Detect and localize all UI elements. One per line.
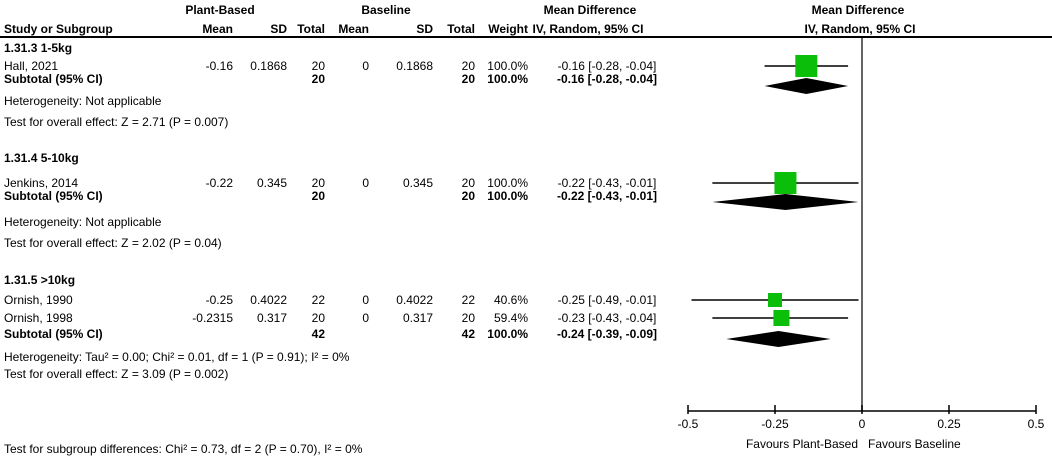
effect-square <box>773 310 790 326</box>
axis-tick-label: 0.5 <box>1027 417 1045 431</box>
subtotal-ci-text: -0.24 [-0.39, -0.09] <box>556 327 658 341</box>
effect-header-line1: Mean Difference <box>543 3 637 17</box>
subtotal-total-baseline: 20 <box>461 189 475 203</box>
header-underline <box>0 36 1052 38</box>
heterogeneity-text: Heterogeneity: Tau² = 0.00; Chi² = 0.01,… <box>4 350 350 364</box>
study-name: Hall, 2021 <box>4 59 59 73</box>
overall-effect-text: Test for overall effect: Z = 3.09 (P = 0… <box>4 367 229 381</box>
study-total-baseline: 20 <box>461 311 475 325</box>
overall-effect-text: Test for overall effect: Z = 2.71 (P = 0… <box>4 115 229 129</box>
subgroup-difference-test: Test for subgroup differences: Chi² = 0.… <box>4 442 363 456</box>
study-total-plant: 20 <box>311 311 325 325</box>
study-total-plant: 20 <box>311 176 325 190</box>
subtotal-total-baseline: 42 <box>461 327 475 341</box>
study-mean-plant: -0.22 <box>205 176 233 190</box>
subtotal-total-plant: 42 <box>311 327 325 341</box>
study-sd-baseline: 0.345 <box>402 176 433 190</box>
study-mean-baseline: 0 <box>362 311 369 325</box>
subtotal-weight: 100.0% <box>487 189 528 203</box>
subtotal-total-plant: 20 <box>311 189 325 203</box>
col-header-weight: Weight <box>488 22 528 36</box>
subgroup-label: 1.31.3 1-5kg <box>4 41 73 55</box>
study-sd-plant: 0.1868 <box>250 59 287 73</box>
study-ci-text: -0.16 [-0.28, -0.04] <box>557 59 657 73</box>
subtotal-ci-text: -0.22 [-0.43, -0.01] <box>556 189 658 203</box>
study-sd-baseline: 0.317 <box>402 311 433 325</box>
plant-based-group-header: Plant-Based <box>185 3 255 17</box>
plot-header-line2: IV, Random, 95% CI <box>804 22 916 36</box>
study-weight: 100.0% <box>487 176 528 190</box>
baseline-group-header: Baseline <box>361 3 411 17</box>
study-total-baseline: 20 <box>461 176 475 190</box>
study-mean-plant: -0.16 <box>205 59 233 73</box>
col-header-mean-plant: Mean <box>202 22 233 36</box>
study-sd-plant: 0.345 <box>256 176 287 190</box>
effect-square <box>795 55 818 77</box>
study-sd-baseline: 0.4022 <box>396 293 433 307</box>
study-mean-plant: -0.25 <box>205 293 233 307</box>
col-header-sd-baseline: SD <box>416 22 433 36</box>
axis-tick-label: -0.25 <box>761 417 789 431</box>
study-ci-text: -0.22 [-0.43, -0.01] <box>557 176 657 190</box>
subtotal-ci-text: -0.16 [-0.28, -0.04] <box>556 72 658 86</box>
favours-left-label: Favours Plant-Based <box>745 437 858 451</box>
study-weight: 100.0% <box>487 59 528 73</box>
subgroup-label: 1.31.4 5-10kg <box>4 151 79 165</box>
effect-square <box>768 293 782 307</box>
study-mean-baseline: 0 <box>362 293 369 307</box>
effect-header-line2: IV, Random, 95% CI <box>532 22 644 36</box>
col-header-total-plant: Total <box>297 22 325 36</box>
axis-tick-label: -0.5 <box>677 417 699 431</box>
col-header-mean-baseline: Mean <box>338 22 369 36</box>
study-sd-plant: 0.317 <box>256 311 287 325</box>
subtotal-label: Subtotal (95% CI) <box>4 327 103 341</box>
plot-header-line1: Mean Difference <box>811 3 905 17</box>
study-mean-baseline: 0 <box>362 176 369 190</box>
study-sd-plant: 0.4022 <box>250 293 287 307</box>
col-header-study: Study or Subgroup <box>4 22 113 36</box>
axis-tick-label: 0 <box>858 417 866 431</box>
study-ci-text: -0.25 [-0.49, -0.01] <box>557 293 657 307</box>
subtotal-total-baseline: 20 <box>461 72 475 86</box>
col-header-sd-plant: SD <box>270 22 287 36</box>
study-total-plant: 22 <box>311 293 325 307</box>
study-weight: 59.4% <box>493 311 528 325</box>
col-header-total-baseline: Total <box>447 22 475 36</box>
study-weight: 40.6% <box>493 293 528 307</box>
study-total-plant: 20 <box>311 59 325 73</box>
study-name: Ornish, 1990 <box>4 293 73 307</box>
subtotal-diamond <box>726 331 831 347</box>
subtotal-weight: 100.0% <box>487 327 528 341</box>
subgroup-label: 1.31.5 >10kg <box>4 273 76 287</box>
subtotal-label: Subtotal (95% CI) <box>4 72 103 86</box>
subtotal-weight: 100.0% <box>487 72 528 86</box>
study-mean-baseline: 0 <box>362 59 369 73</box>
overall-effect-text: Test for overall effect: Z = 2.02 (P = 0… <box>4 236 222 250</box>
effect-square <box>774 172 797 194</box>
study-mean-plant: -0.2315 <box>192 311 233 325</box>
subtotal-diamond <box>712 194 859 210</box>
study-total-baseline: 22 <box>461 293 475 307</box>
heterogeneity-text: Heterogeneity: Not applicable <box>4 94 162 108</box>
subtotal-label: Subtotal (95% CI) <box>4 189 103 203</box>
heterogeneity-text: Heterogeneity: Not applicable <box>4 215 162 229</box>
axis-tick-label: 0.25 <box>937 417 961 431</box>
study-ci-text: -0.23 [-0.43, -0.04] <box>557 311 657 325</box>
study-total-baseline: 20 <box>461 59 475 73</box>
study-name: Jenkins, 2014 <box>4 176 79 190</box>
favours-right-label: Favours Baseline <box>868 437 961 451</box>
study-name: Ornish, 1998 <box>4 311 73 325</box>
subtotal-total-plant: 20 <box>311 72 325 86</box>
subtotal-diamond <box>764 78 849 94</box>
study-sd-baseline: 0.1868 <box>396 59 433 73</box>
